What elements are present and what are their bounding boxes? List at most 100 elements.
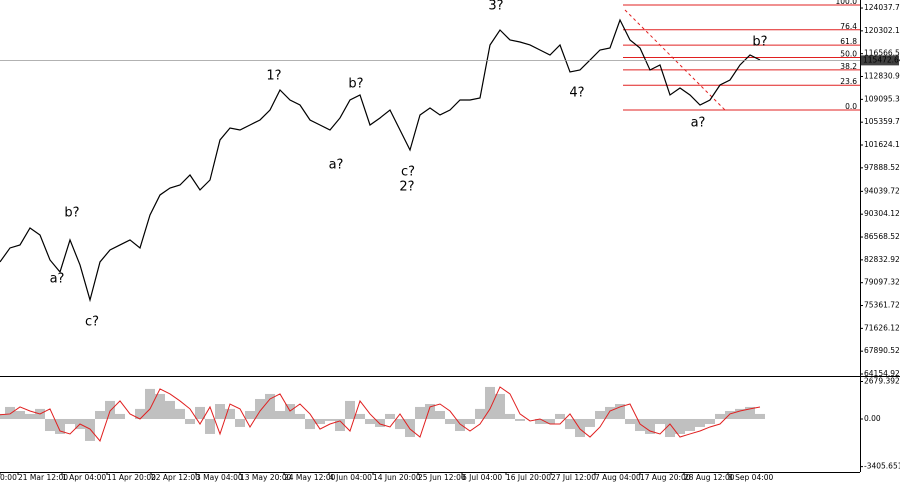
histogram-bar xyxy=(645,418,655,434)
histogram-bar xyxy=(265,393,275,419)
histogram-bar xyxy=(395,418,405,430)
x-tick-label: 21 Mar 12:00 xyxy=(18,473,68,482)
histogram-bar xyxy=(55,418,65,434)
histogram-bar xyxy=(405,418,415,438)
histogram-bar xyxy=(295,413,305,419)
x-tick-label: 22 Apr 12:00 xyxy=(151,473,200,482)
histogram-bar xyxy=(565,418,575,430)
histogram-bar xyxy=(725,411,735,419)
histogram-bar xyxy=(585,418,595,427)
histogram-bar xyxy=(135,408,145,419)
x-tick-label: 14 Jun 20:00 xyxy=(373,473,421,482)
x-tick-label: 0:00 xyxy=(0,473,17,482)
x-tick-label: 25 Jun 12:00 xyxy=(418,473,466,482)
histogram-bar xyxy=(105,400,115,419)
histogram-bar xyxy=(25,413,35,419)
histogram-bar xyxy=(475,408,485,419)
fib-label: 61.8 xyxy=(840,37,857,46)
histogram-bar xyxy=(675,418,685,434)
wave-label: c? xyxy=(85,315,99,330)
histogram-bar xyxy=(695,418,705,427)
histogram-bar xyxy=(625,418,635,425)
y-tick-label: 97888.52 xyxy=(864,163,900,172)
y-tick-label: 101624.12 xyxy=(864,140,900,149)
histogram-bar xyxy=(505,413,515,419)
histogram-bar xyxy=(95,411,105,419)
histogram-bar xyxy=(595,411,605,419)
histogram-bar xyxy=(555,413,565,419)
histogram-bar xyxy=(615,404,625,419)
histogram-bar xyxy=(275,411,285,419)
histogram-bar xyxy=(375,418,385,427)
x-tick-label: 6 Jul 04:00 xyxy=(462,473,502,482)
histogram-bar xyxy=(515,418,525,421)
histogram-bar xyxy=(155,393,165,419)
histogram-bar xyxy=(195,406,205,419)
y-tick-label: 124037.72 xyxy=(864,3,900,12)
y-tick-label: 94039.72 xyxy=(864,186,900,195)
histogram-bar xyxy=(115,413,125,419)
y-tick-label: 90304.12 xyxy=(864,209,900,218)
y-tick-label: 0.00 xyxy=(864,414,881,423)
y-tick-label: 120302.12 xyxy=(864,26,900,35)
histogram-bar xyxy=(305,418,315,430)
histogram-bar xyxy=(15,411,25,419)
fib-label: 23.6 xyxy=(840,77,857,86)
histogram-bar xyxy=(235,418,245,427)
y-tick-label: 105359.72 xyxy=(864,117,900,126)
histogram-bar xyxy=(655,418,665,425)
histogram-bar xyxy=(165,400,175,419)
x-tick-label: 11 Apr 20:00 xyxy=(107,473,156,482)
histogram-bar xyxy=(185,418,195,425)
histogram-bar xyxy=(485,386,495,419)
wave-label: b? xyxy=(348,77,363,92)
current-price-box xyxy=(861,55,899,66)
histogram-bar xyxy=(745,406,755,419)
histogram-bar xyxy=(325,418,335,421)
y-tick-label: 75361.72 xyxy=(864,301,900,310)
histogram-bar xyxy=(465,418,475,425)
histogram-bar xyxy=(455,418,465,432)
x-tick-label: 7 Aug 04:00 xyxy=(595,473,641,482)
histogram-bar xyxy=(65,418,75,425)
y-tick-label: 64154.92 xyxy=(864,369,900,378)
wave-label: 3? xyxy=(488,0,503,14)
histogram-bar xyxy=(255,398,265,419)
histogram-bar xyxy=(545,418,555,425)
histogram-bar xyxy=(245,411,255,419)
x-tick-label: 24 May 12:00 xyxy=(284,473,336,482)
x-tick-label: 28 Aug 12:00 xyxy=(684,473,735,482)
wave-label: a? xyxy=(691,116,706,131)
y-tick-label: 109095.32 xyxy=(864,94,900,103)
x-tick-label: 17 Aug 20:00 xyxy=(640,473,691,482)
y-tick-label: 82832.92 xyxy=(864,255,900,264)
histogram-bar xyxy=(575,418,585,438)
histogram-bar xyxy=(365,418,375,425)
x-tick-label: 8 Sep 04:00 xyxy=(728,473,774,482)
y-tick-label: 116566.52 xyxy=(864,49,900,58)
current-price-label: 115472.64 xyxy=(863,55,900,64)
histogram-bar xyxy=(415,406,425,419)
histogram-bar xyxy=(355,413,365,419)
histogram-bar xyxy=(755,413,765,419)
y-tick-label: -3405.651 xyxy=(864,462,900,471)
histogram-bar xyxy=(735,408,745,419)
x-tick-label: 27 Jul 12:00 xyxy=(551,473,596,482)
histogram-bar xyxy=(635,418,645,432)
histogram-bar xyxy=(685,418,695,432)
fib-label: 76.4 xyxy=(840,22,857,31)
y-tick-label: 86568.52 xyxy=(864,232,900,241)
histogram-bar xyxy=(425,404,435,419)
histogram-bar xyxy=(45,418,55,432)
wave-label: b? xyxy=(752,35,767,50)
y-tick-label: 67890.52 xyxy=(864,346,900,355)
price-line xyxy=(0,18,761,303)
x-tick-label: 1 Apr 04:00 xyxy=(62,473,106,482)
histogram-bar xyxy=(385,413,395,419)
wave-label: 1? xyxy=(266,69,281,84)
histogram-bar xyxy=(715,413,725,419)
wave-label: 2? xyxy=(399,180,414,195)
wave-label: c? xyxy=(401,165,415,180)
x-tick-label: 4 Jun 04:00 xyxy=(329,473,372,482)
